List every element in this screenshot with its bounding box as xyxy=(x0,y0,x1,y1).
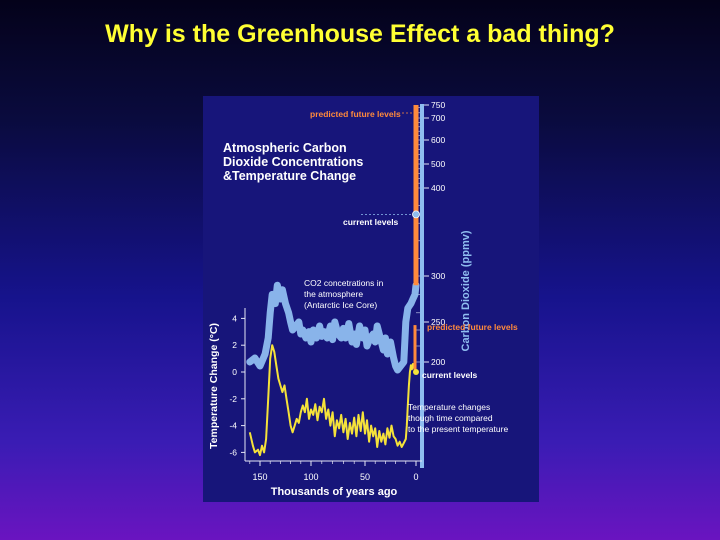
x-tick-label: 50 xyxy=(360,472,370,482)
co2-tick-label: 500 xyxy=(431,159,445,169)
x-tick-label: 0 xyxy=(413,472,418,482)
co2-axis-label: Carbon Dioxide (ppmv) xyxy=(460,230,472,351)
x-tick-label: 150 xyxy=(252,472,267,482)
temperature-axis-label: Temperature Change (°C) xyxy=(208,323,220,449)
chart-panel: Atmospheric Carbon Dioxide Concentration… xyxy=(203,96,539,502)
co2-tick-label: 700 xyxy=(431,113,445,123)
co2-tick-label: 300 xyxy=(431,271,445,281)
chart-svg: Atmospheric Carbon Dioxide Concentration… xyxy=(208,100,518,498)
x-axis-label: Thousands of years ago xyxy=(271,486,398,498)
x-tick-label: 100 xyxy=(303,472,318,482)
co2-current-point xyxy=(412,210,420,219)
co2-current-label: current levels xyxy=(343,217,399,227)
co2-series-line xyxy=(246,281,420,374)
temp-current-label: current levels xyxy=(422,370,478,380)
chart-title-line-1: Atmospheric Carbon xyxy=(223,141,347,155)
series-layer xyxy=(246,105,420,457)
axis-ticks: 150 100 50 0420-2-4-67507006005004003002502… xyxy=(229,100,445,482)
co2-tick-label: 200 xyxy=(431,357,445,367)
temp-tick-label: -4 xyxy=(229,421,237,431)
co2-tick-label: 600 xyxy=(431,135,445,145)
temperature-current-point xyxy=(413,369,419,375)
co2-series-label-2: the atmosphere xyxy=(304,289,363,299)
co2-series-label-1: CO2 concetrations in xyxy=(304,278,384,288)
chart-title-line-3: &Temperature Change xyxy=(223,169,356,183)
co2-series-label-3: (Antarctic Ice Core) xyxy=(304,300,377,310)
chart-title-line-2: Dioxide Concentrations xyxy=(223,155,363,169)
temperature-series-line xyxy=(248,344,417,457)
co2-tick-label: 400 xyxy=(431,183,445,193)
temp-series-label-3: to the present temperature xyxy=(408,424,508,434)
slide-title: Why is the Greenhouse Effect a bad thing… xyxy=(105,20,615,48)
chart-title: Atmospheric Carbon Dioxide Concentration… xyxy=(223,141,363,183)
temp-tick-label: 2 xyxy=(232,340,237,350)
temp-tick-label: 4 xyxy=(232,313,237,323)
temp-tick-label: -2 xyxy=(229,394,237,404)
temp-tick-label: -6 xyxy=(229,447,237,457)
temp-series-label-2: though time compared xyxy=(408,413,493,423)
co2-tick-label: 250 xyxy=(431,317,445,327)
temp-tick-label: 0 xyxy=(232,367,237,377)
temp-series-label-1: Temperature changes xyxy=(408,402,490,412)
co2-tick-label: 750 xyxy=(431,100,445,110)
co2-predicted-label: predicted future levels xyxy=(310,109,401,119)
temp-predicted-label: predicted future levels xyxy=(427,322,518,332)
annotations: predicted future levels current levels C… xyxy=(304,109,518,434)
